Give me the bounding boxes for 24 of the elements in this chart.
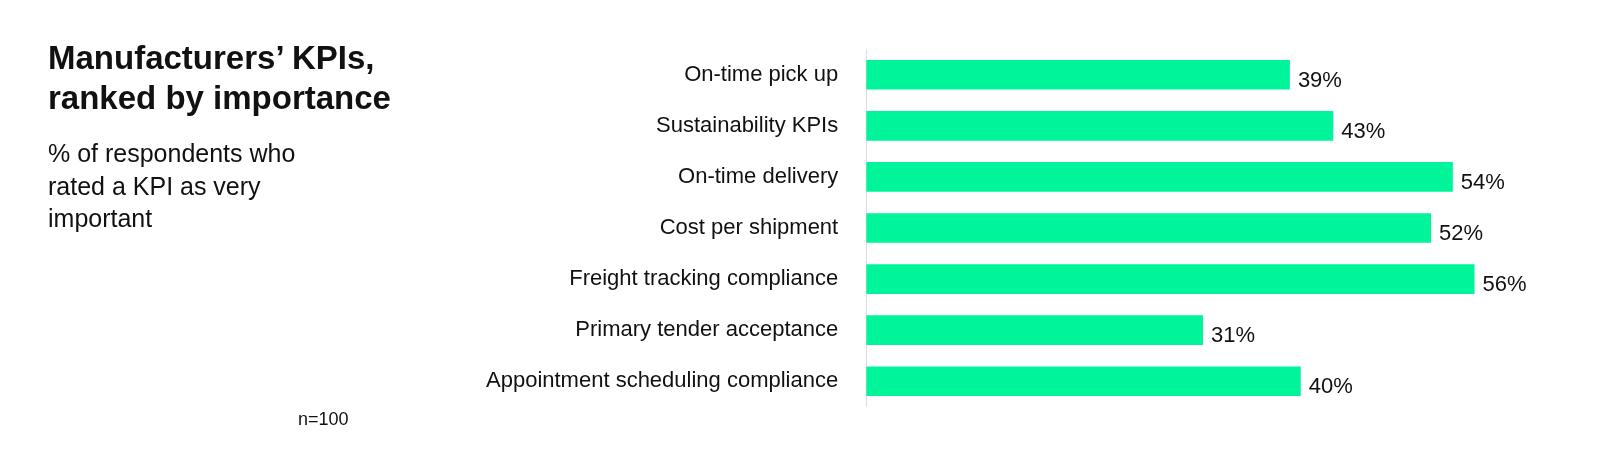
data-label: 54%	[1460, 168, 1505, 194]
y-tick-label: Freight tracking compliance	[569, 265, 839, 291]
text: % of respondents who rated a KPI as very important	[48, 138, 297, 235]
y-tick-label: Sustainability KPIs	[656, 111, 839, 137]
y-tick-label: Primary tender acceptance	[575, 316, 839, 342]
y-tick-label: Cost per shipment	[659, 214, 839, 240]
data-label: 31%	[1210, 322, 1256, 348]
data-label: 40%	[1308, 373, 1353, 399]
bar	[866, 264, 1475, 294]
bar	[866, 366, 1301, 397]
bar	[866, 162, 1453, 192]
bar	[866, 315, 1203, 345]
bar	[866, 213, 1432, 243]
data-label: 52%	[1439, 220, 1484, 246]
data-label: 39%	[1297, 66, 1342, 92]
bar	[866, 111, 1334, 141]
y-tick-label: On-time pick up	[684, 60, 839, 86]
data-label: 43%	[1341, 117, 1386, 143]
text: Manufacturers’ KPIs, ranked by importance	[48, 38, 392, 118]
data-label: 56%	[1482, 271, 1527, 297]
bar	[866, 59, 1290, 90]
text: n=100	[298, 409, 349, 430]
y-tick-label: Appointment scheduling compliance	[486, 367, 839, 393]
y-tick-label: On-time delivery	[678, 162, 839, 188]
